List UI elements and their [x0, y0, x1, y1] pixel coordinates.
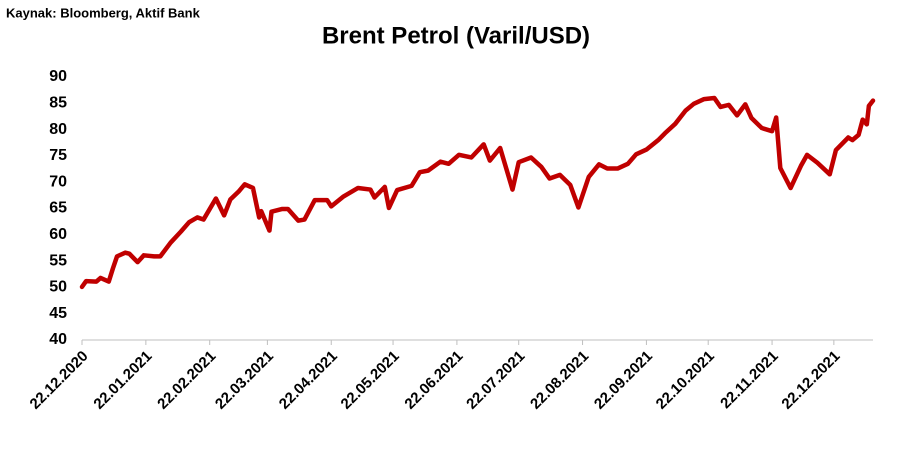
y-tick-label: 55 — [49, 252, 67, 269]
x-tick-label: 22.01.2021 — [90, 348, 155, 413]
x-tick-label: 22.02.2021 — [154, 348, 219, 413]
price-line — [79, 95, 876, 290]
x-tick-label: 22.05.2021 — [338, 348, 403, 413]
x-tick-label: 22.09.2021 — [591, 348, 656, 413]
y-tick-label: 80 — [49, 121, 67, 138]
chart-title: Brent Petrol (Varil/USD) — [322, 22, 590, 49]
y-tick-label: 65 — [49, 200, 67, 217]
y-tick-label: 50 — [49, 279, 67, 296]
y-tick-label: 85 — [49, 95, 67, 112]
x-tick-label: 22.11.2021 — [717, 348, 782, 413]
x-tick-label: 22.12.2020 — [27, 348, 92, 413]
source-note: Kaynak: Bloomberg, Aktif Bank — [6, 5, 201, 20]
x-tick-label: 22.06.2021 — [401, 348, 466, 413]
y-tick-label: 40 — [49, 331, 67, 348]
y-tick-label: 70 — [49, 173, 67, 190]
y-tick-label: 45 — [49, 305, 67, 322]
x-tick-label: 22.12.2021 — [778, 348, 843, 413]
x-tick-label: 22.08.2021 — [527, 348, 592, 413]
x-tick-label: 22.10.2021 — [653, 348, 718, 413]
x-tick-label: 22.04.2021 — [276, 348, 341, 413]
x-tick-label: 22.03.2021 — [212, 348, 277, 413]
x-tick-label: 22.07.2021 — [463, 348, 528, 413]
y-tick-label: 60 — [49, 226, 67, 243]
y-tick-label: 75 — [49, 147, 67, 164]
y-tick-label: 90 — [49, 68, 67, 85]
